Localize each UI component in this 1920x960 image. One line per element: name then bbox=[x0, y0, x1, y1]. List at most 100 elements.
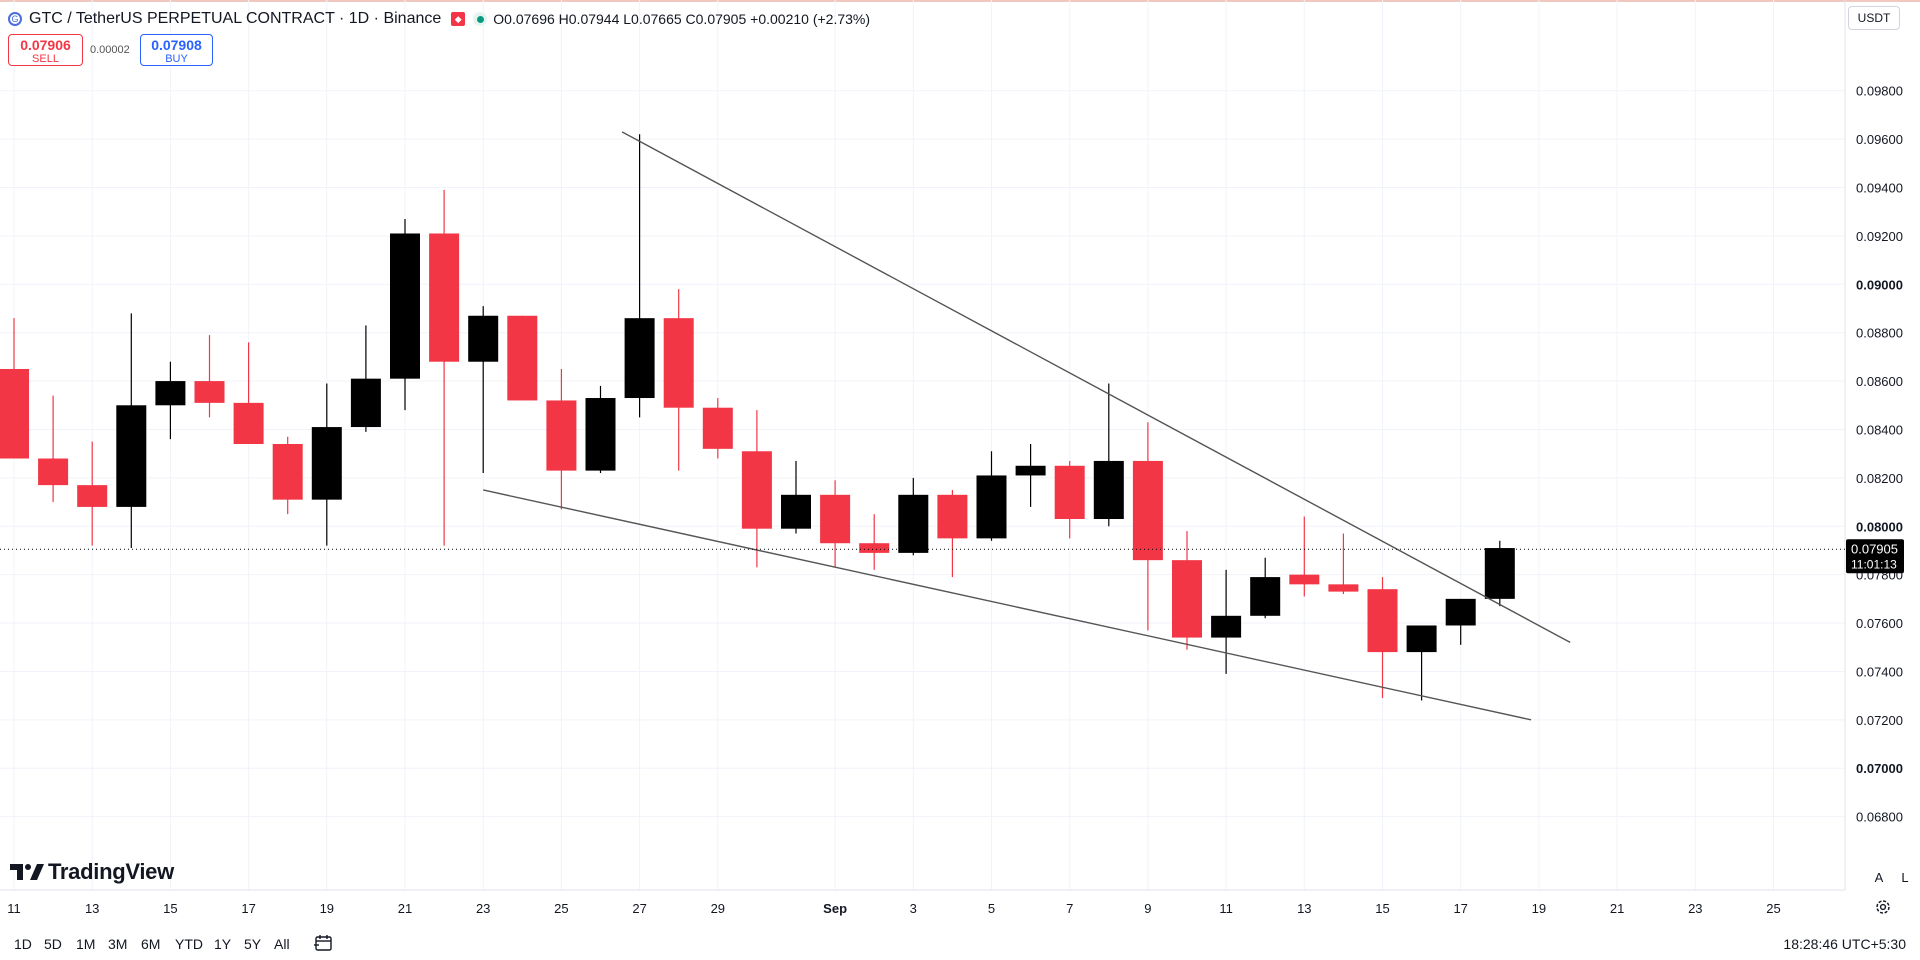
time-tick-label: 13 bbox=[85, 901, 99, 916]
candle-body bbox=[820, 494, 851, 544]
candle-body bbox=[1484, 548, 1515, 599]
candle-body bbox=[1132, 460, 1163, 561]
range-all[interactable]: All bbox=[274, 936, 290, 952]
candle-body bbox=[1054, 465, 1085, 520]
candle bbox=[1054, 460, 1085, 539]
candle bbox=[233, 342, 264, 444]
time-tick-label: 15 bbox=[1375, 901, 1389, 916]
candle bbox=[741, 410, 772, 568]
brand-name: TradingView bbox=[48, 859, 174, 884]
candle bbox=[155, 361, 186, 440]
candle-body bbox=[468, 315, 499, 362]
time-tick-label: 11 bbox=[7, 901, 21, 916]
candle bbox=[0, 318, 29, 459]
range-5d[interactable]: 5D bbox=[44, 936, 62, 952]
price-tick-label: 0.09800 bbox=[1856, 84, 1903, 99]
time-tick-label: 29 bbox=[711, 901, 725, 916]
candle bbox=[1015, 444, 1046, 507]
symbol-title[interactable]: GTC / TetherUS PERPETUAL CONTRACT · 1D ·… bbox=[29, 10, 442, 27]
candle-series bbox=[0, 134, 1515, 701]
candle bbox=[468, 306, 499, 474]
currency-button[interactable]: USDT bbox=[1848, 6, 1900, 30]
price-tick-label: 0.06800 bbox=[1856, 810, 1903, 825]
candle-body bbox=[155, 381, 186, 406]
range-6m[interactable]: 6M bbox=[141, 936, 161, 952]
candle-body bbox=[38, 458, 69, 486]
candle-body bbox=[507, 315, 538, 401]
price-tick-label: 0.08600 bbox=[1856, 374, 1903, 389]
candle bbox=[781, 460, 811, 534]
candle-body bbox=[1211, 615, 1242, 638]
candle-body bbox=[77, 485, 108, 507]
candle bbox=[1367, 577, 1398, 699]
trendline-upper bbox=[621, 131, 1571, 644]
candle-body bbox=[194, 381, 225, 403]
price-tick-label: 0.08800 bbox=[1856, 326, 1903, 341]
candle bbox=[820, 480, 851, 568]
range-1d[interactable]: 1D bbox=[14, 936, 32, 952]
candle bbox=[702, 398, 733, 459]
candle bbox=[1289, 516, 1320, 597]
trendline-drawings bbox=[483, 131, 1571, 721]
candle-body bbox=[1367, 589, 1398, 653]
candle-body bbox=[429, 233, 460, 362]
time-tick-label: 25 bbox=[1766, 901, 1780, 916]
time-tick-label: 23 bbox=[1688, 901, 1702, 916]
price-tick-label: 0.08000 bbox=[1856, 519, 1903, 534]
candle bbox=[937, 489, 968, 578]
date-range-calendar-icon[interactable] bbox=[313, 933, 335, 953]
range-1m[interactable]: 1M bbox=[76, 936, 96, 952]
candle-body bbox=[585, 398, 616, 471]
candle-body bbox=[233, 402, 264, 444]
price-tick-label: 0.08400 bbox=[1856, 422, 1903, 437]
candle-body bbox=[1015, 465, 1046, 476]
time-tick-label: 23 bbox=[476, 901, 490, 916]
price-chart[interactable]: 0.09800 0.09600 0.09400 0.09200 0.09000 0.088… bbox=[0, 0, 1920, 930]
trendline-lower bbox=[483, 489, 1532, 721]
price-tick-label: 0.07200 bbox=[1856, 713, 1903, 728]
candle bbox=[859, 514, 890, 570]
time-tick-label: 21 bbox=[398, 901, 412, 916]
range-ytd[interactable]: YTD bbox=[175, 936, 203, 952]
range-1y[interactable]: 1Y bbox=[214, 936, 232, 952]
buy-button[interactable]: 0.07908 BUY bbox=[140, 34, 213, 66]
candle-body bbox=[741, 451, 772, 529]
tradingview-logo[interactable]: TradingView bbox=[10, 859, 174, 884]
buy-price: 0.07908 bbox=[151, 37, 202, 53]
candle bbox=[624, 134, 655, 418]
time-tick-label: 5 bbox=[988, 901, 995, 916]
candle bbox=[429, 189, 460, 546]
time-tick-label: 27 bbox=[632, 901, 646, 916]
range-5y[interactable]: 5Y bbox=[244, 936, 262, 952]
market-status-icon[interactable]: ◆ bbox=[451, 12, 466, 26]
candle-body bbox=[350, 378, 381, 428]
candle-body bbox=[272, 444, 303, 500]
log-scale-button[interactable]: L bbox=[1901, 870, 1909, 885]
range-3m[interactable]: 3M bbox=[108, 936, 128, 952]
candle bbox=[194, 335, 225, 418]
time-tick-label: 9 bbox=[1144, 901, 1151, 916]
bar-countdown-label: 11:01:13 bbox=[1851, 557, 1897, 571]
price-tick-label: 0.07000 bbox=[1856, 761, 1903, 776]
candle-body bbox=[546, 400, 577, 471]
candle-body bbox=[1328, 584, 1359, 592]
tradingview-icon bbox=[10, 864, 44, 880]
candle-body bbox=[937, 494, 968, 539]
candle bbox=[311, 383, 342, 546]
candle bbox=[350, 325, 381, 432]
candle-body bbox=[116, 405, 147, 507]
time-tick-label: 13 bbox=[1297, 901, 1311, 916]
sell-button[interactable]: 0.07906 SELL bbox=[8, 34, 83, 66]
utc-clock[interactable]: 18:28:46 UTC+5:30 bbox=[1783, 936, 1906, 952]
settings-icon[interactable] bbox=[1874, 898, 1892, 916]
market-open-icon[interactable] bbox=[473, 12, 488, 26]
candle-body bbox=[1289, 574, 1320, 585]
auto-scale-button[interactable]: A bbox=[1874, 870, 1884, 885]
candle-body bbox=[1250, 577, 1281, 616]
candle bbox=[116, 313, 147, 549]
candle bbox=[77, 441, 108, 546]
ohlc-values: O0.07696 H0.07944 L0.07665 C0.07905 +0.0… bbox=[493, 11, 871, 27]
time-tick-label: 7 bbox=[1066, 901, 1073, 916]
candle-body bbox=[976, 475, 1007, 539]
